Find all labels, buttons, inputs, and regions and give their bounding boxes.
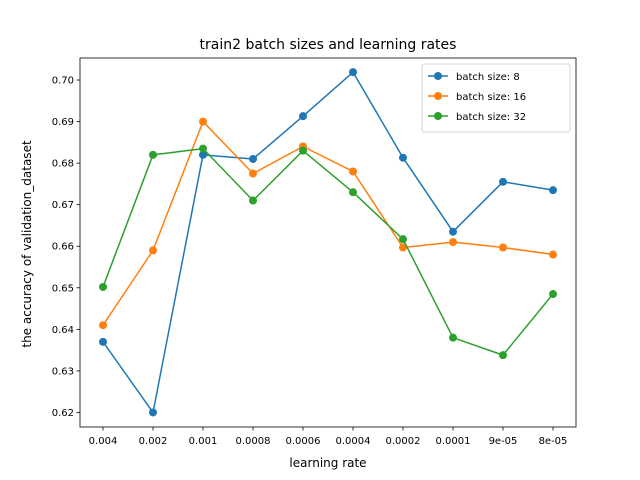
data-point — [399, 235, 407, 244]
data-point — [299, 146, 307, 155]
y-tick-label: 0.66 — [52, 242, 74, 253]
data-point — [249, 169, 257, 178]
legend-entry: batch size: 32 — [428, 112, 526, 123]
y-tick-label: 0.65 — [52, 283, 74, 294]
y-tick-label: 0.69 — [52, 117, 74, 128]
data-point — [449, 238, 457, 247]
legend-box — [421, 63, 571, 133]
data-point — [399, 243, 407, 252]
data-point — [349, 188, 357, 197]
data-point — [99, 321, 107, 330]
data-point — [149, 246, 157, 255]
data-point — [349, 167, 357, 176]
legend-entry: batch size: 16 — [428, 92, 526, 103]
x-tick-label: 9e-05 — [489, 436, 518, 447]
data-point — [249, 154, 257, 163]
y-axis-label: the accuracy of validation_dataset — [20, 140, 34, 348]
x-tick-label: 0.0006 — [286, 436, 321, 447]
plot-area — [79, 57, 577, 428]
data-point — [99, 282, 107, 291]
legend-label: batch size: 32 — [456, 112, 526, 123]
y-tick-label: 0.62 — [52, 408, 74, 419]
data-point — [299, 112, 307, 121]
data-point — [199, 144, 207, 153]
series-1 — [99, 68, 557, 417]
data-point — [349, 68, 357, 77]
data-point — [199, 150, 207, 159]
x-tick-label: 0.0008 — [236, 436, 271, 447]
series-line — [102, 71, 554, 414]
y-tick-label: 0.63 — [52, 366, 74, 377]
x-tick-label: 0.0002 — [386, 436, 421, 447]
plot-frame — [79, 57, 577, 428]
x-tick-label: 0.0001 — [436, 436, 471, 447]
x-tick-label: 8e-05 — [539, 436, 568, 447]
x-tick-label: 0.004 — [89, 436, 118, 447]
data-point — [249, 196, 257, 205]
y-axis-ticks: 0.62 0.63 0.64 0.65 0.66 0.67 0.68 0.69 0.70 — [52, 76, 80, 419]
data-point — [449, 227, 457, 236]
x-tick-label: 0.0004 — [336, 436, 371, 447]
legend-label: batch size: 8 — [456, 72, 520, 83]
series-3 — [99, 144, 557, 360]
data-point — [399, 153, 407, 162]
legend-entry: batch size: 8 — [428, 72, 520, 83]
legend-label: batch size: 16 — [456, 92, 526, 103]
data-point — [149, 408, 157, 417]
x-tick-label: 0.002 — [139, 436, 168, 447]
legend-marker — [434, 112, 442, 120]
data-point — [199, 117, 207, 126]
y-tick-label: 0.70 — [52, 76, 74, 87]
series-layer — [99, 68, 557, 417]
legend-marker — [434, 92, 442, 100]
y-tick-label: 0.68 — [52, 159, 74, 170]
data-point — [549, 186, 557, 195]
data-point — [499, 351, 507, 360]
data-point — [549, 290, 557, 299]
data-point — [99, 337, 107, 346]
data-point — [499, 243, 507, 252]
chart-title: train2 batch sizes and learning rates — [200, 37, 457, 53]
y-tick-label: 0.64 — [52, 325, 74, 336]
x-axis-label: learning rate — [289, 456, 366, 470]
y-tick-label: 0.67 — [52, 200, 74, 211]
legend-marker — [434, 72, 442, 80]
x-axis-ticks: 0.004 0.002 0.001 0.0008 0.0006 0.0004 0.0002 0… — [89, 427, 568, 447]
data-point — [449, 333, 457, 342]
series-line — [102, 147, 554, 356]
series-line — [102, 120, 554, 326]
x-tick-label: 0.001 — [189, 436, 218, 447]
legend: batch size: 8 batch size: 16 batch size: 3… — [421, 63, 571, 133]
data-point — [149, 150, 157, 159]
data-point — [499, 177, 507, 186]
data-point — [549, 250, 557, 259]
